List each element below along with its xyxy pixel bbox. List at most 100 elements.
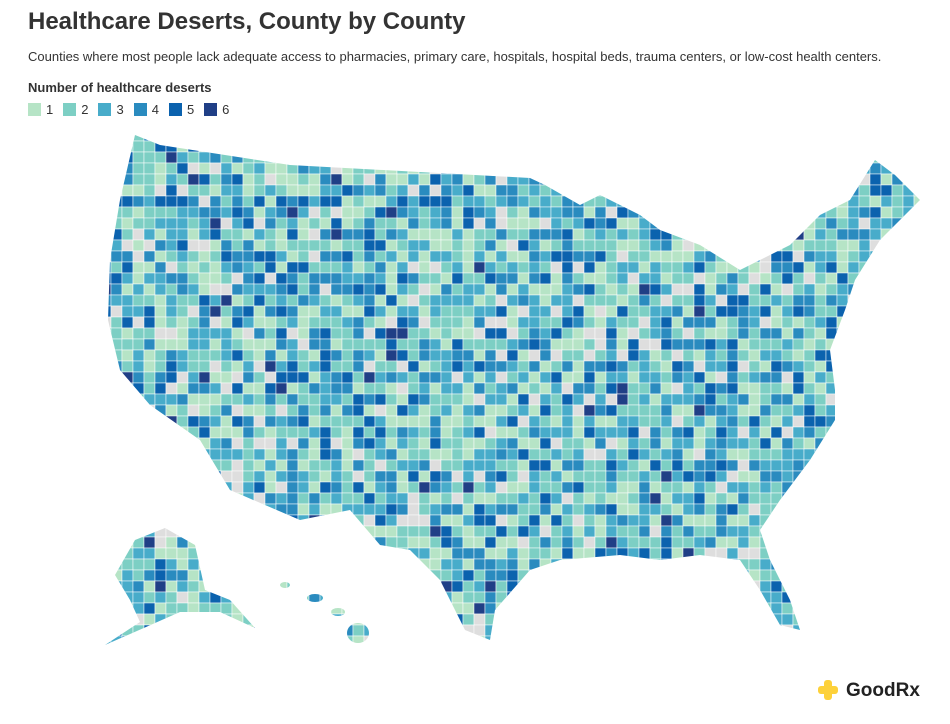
county-cell xyxy=(792,591,805,604)
county-cell xyxy=(682,393,695,406)
county-cell xyxy=(154,195,167,208)
county-cell xyxy=(418,135,431,142)
county-cell xyxy=(649,470,662,483)
county-cell xyxy=(187,624,200,637)
county-cell xyxy=(473,393,486,406)
county-cell xyxy=(154,371,167,384)
county-cell xyxy=(594,525,607,538)
county-cell xyxy=(363,547,376,560)
county-cell xyxy=(693,580,706,593)
county-cell xyxy=(429,525,442,538)
county-cell xyxy=(814,624,827,637)
county-cell xyxy=(110,371,123,384)
county-cell xyxy=(627,272,640,285)
county-cell xyxy=(814,547,827,560)
county-cell xyxy=(352,228,365,241)
county-cell xyxy=(858,624,871,637)
county-cell xyxy=(737,514,750,527)
county-cell xyxy=(105,184,112,197)
county-cell xyxy=(352,250,365,263)
county-cell xyxy=(330,448,343,461)
county-cell xyxy=(715,283,728,296)
county-cell xyxy=(407,162,420,175)
county-cell xyxy=(583,602,596,615)
county-cell xyxy=(121,426,134,439)
county-cell xyxy=(419,647,430,658)
county-cell xyxy=(847,393,860,406)
county-cell xyxy=(506,536,519,549)
county-cell xyxy=(374,415,387,428)
county-cell xyxy=(561,162,574,175)
county-cell xyxy=(176,206,189,219)
county-cell xyxy=(781,261,794,274)
county-cell xyxy=(572,360,585,373)
county-cell xyxy=(484,624,497,637)
county-cell xyxy=(165,547,178,560)
county-cell xyxy=(781,162,794,175)
county-cell xyxy=(132,316,145,329)
county-cell xyxy=(594,569,607,582)
county-cell xyxy=(836,239,849,252)
county-cell xyxy=(561,602,574,615)
county-cell xyxy=(105,371,112,384)
county-cell xyxy=(407,470,420,483)
county-cell xyxy=(583,305,596,318)
county-cell xyxy=(132,536,145,549)
county-cell xyxy=(506,184,519,197)
county-cell xyxy=(682,415,695,428)
county-cell xyxy=(451,360,464,373)
county-cell xyxy=(902,135,915,142)
county-cell xyxy=(297,437,310,450)
county-cell xyxy=(803,624,816,637)
county-cell xyxy=(880,349,893,362)
county-cell xyxy=(683,647,694,658)
county-cell xyxy=(143,514,156,527)
county-cell xyxy=(891,239,904,252)
county-cell xyxy=(814,492,827,505)
county-cell xyxy=(176,514,189,527)
county-cell xyxy=(638,360,651,373)
county-cell xyxy=(594,140,607,153)
county-cell xyxy=(220,184,233,197)
county-cell xyxy=(660,404,673,417)
county-cell xyxy=(330,580,343,593)
county-cell xyxy=(847,294,860,307)
county-cell xyxy=(110,195,123,208)
county-cell xyxy=(407,135,420,142)
county-cell xyxy=(858,327,871,340)
county-cell xyxy=(517,349,530,362)
county-cell xyxy=(330,624,343,637)
county-cell xyxy=(627,558,640,571)
county-cell xyxy=(462,569,475,582)
county-cell xyxy=(880,135,893,142)
county-cell xyxy=(572,415,585,428)
county-cell xyxy=(605,305,618,318)
county-cell xyxy=(297,228,310,241)
county-cell xyxy=(869,272,882,285)
county-cell xyxy=(187,382,200,395)
county-cell xyxy=(671,437,684,450)
county-cell xyxy=(286,437,299,450)
county-cell xyxy=(726,228,739,241)
county-cell xyxy=(660,580,673,593)
county-cell xyxy=(759,272,772,285)
county-cell xyxy=(583,525,596,538)
county-cell xyxy=(154,135,167,142)
legend-label: 2 xyxy=(81,102,89,117)
county-cell xyxy=(495,173,508,186)
county-cell xyxy=(319,360,332,373)
county-cell xyxy=(517,613,530,626)
county-cell xyxy=(341,459,354,472)
county-cell xyxy=(506,437,519,450)
county-cell xyxy=(693,514,706,527)
county-cell xyxy=(319,525,332,538)
county-cell xyxy=(682,338,695,351)
county-cell xyxy=(319,569,332,582)
county-cell xyxy=(330,635,343,645)
county-cell xyxy=(891,514,904,527)
county-cell xyxy=(902,580,915,593)
county-cell xyxy=(385,525,398,538)
county-cell xyxy=(396,173,409,186)
county-cell xyxy=(814,184,827,197)
county-cell xyxy=(660,481,673,494)
